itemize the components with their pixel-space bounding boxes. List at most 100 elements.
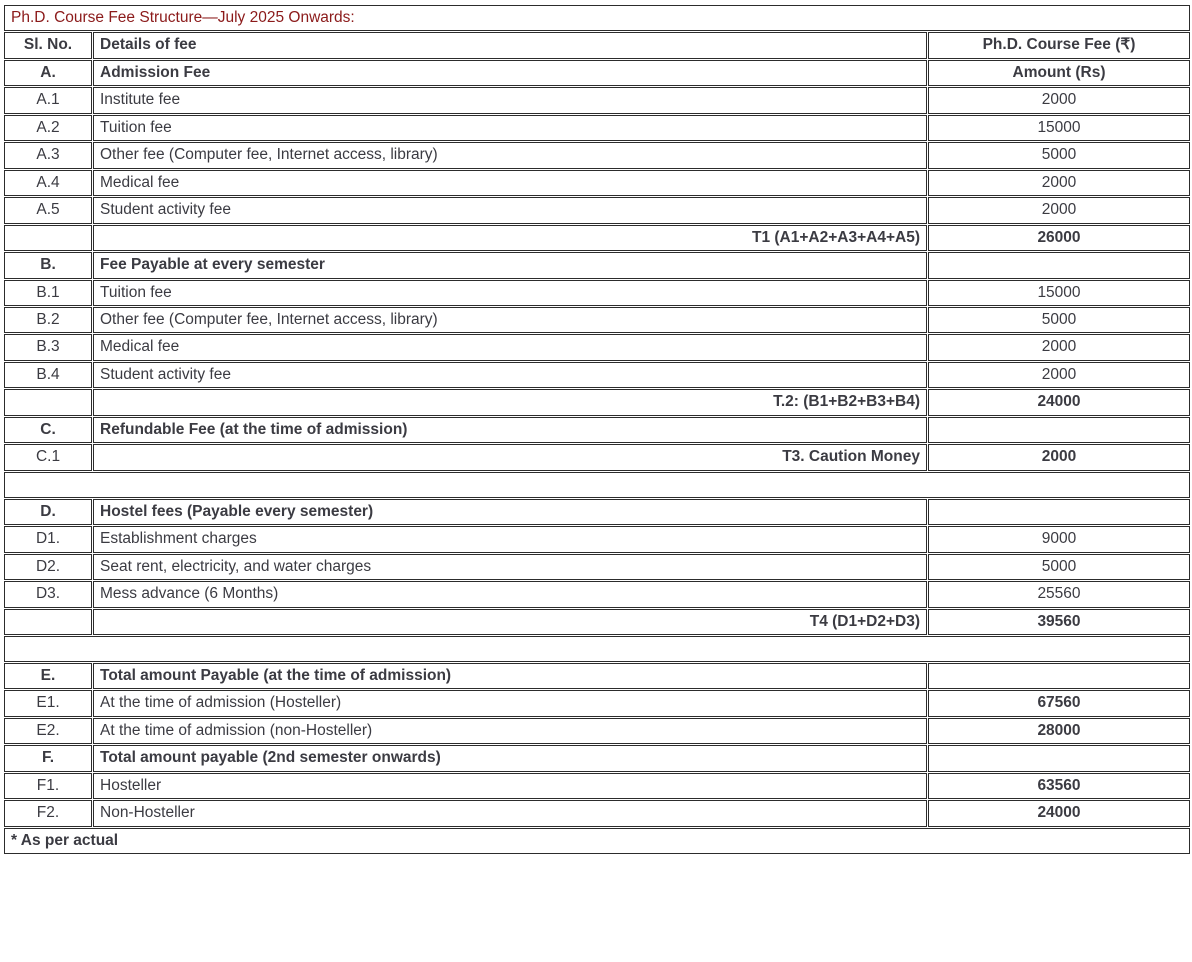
row-details: Medical fee bbox=[93, 334, 927, 361]
row-sl-no: A.5 bbox=[4, 197, 92, 224]
row-details: T4 (D1+D2+D3) bbox=[93, 608, 927, 635]
row-sl-no: D. bbox=[4, 498, 92, 526]
row-details: Non-Hosteller bbox=[93, 800, 927, 827]
row-amount: 24000 bbox=[928, 389, 1190, 416]
table-row: F. Total amount payable (2nd semester onw… bbox=[4, 745, 1190, 772]
row-amount: 2000 bbox=[928, 87, 1190, 114]
row-amount: 2000 bbox=[928, 197, 1190, 224]
table-row: T.2: (B1+B2+B3+B4) 24000 bbox=[4, 389, 1190, 416]
row-details: Other fee (Computer fee, Internet access… bbox=[93, 306, 927, 334]
row-details: Total amount payable (2nd semester onwar… bbox=[93, 745, 927, 772]
row-sl-no bbox=[4, 224, 92, 252]
row-details: Hosteller bbox=[93, 772, 927, 800]
row-amount bbox=[928, 662, 1190, 690]
table-row: D2. Seat rent, electricity, and water cha… bbox=[4, 553, 1190, 581]
table-row: F2. Non-Hosteller 24000 bbox=[4, 800, 1190, 827]
row-amount: 2000 bbox=[928, 361, 1190, 389]
row-sl-no: B.3 bbox=[4, 334, 92, 361]
row-sl-no: D3. bbox=[4, 581, 92, 608]
table-row: A.3 Other fee (Computer fee, Internet acc… bbox=[4, 142, 1190, 169]
table-row: E. Total amount Payable (at the time of a… bbox=[4, 662, 1190, 690]
row-sl-no: A.1 bbox=[4, 87, 92, 114]
table-row: D. Hostel fees (Payable every semester) bbox=[4, 498, 1190, 526]
subheader-sl-no: A. bbox=[4, 59, 92, 87]
row-details: Medical fee bbox=[93, 169, 927, 197]
row-sl-no: F. bbox=[4, 745, 92, 772]
row-details: Student activity fee bbox=[93, 197, 927, 224]
table-row: D1. Establishment charges 9000 bbox=[4, 526, 1190, 553]
spacer-cell bbox=[4, 635, 1190, 662]
row-sl-no: B.4 bbox=[4, 361, 92, 389]
table-row: E1. At the time of admission (Hosteller) 6… bbox=[4, 690, 1190, 717]
row-details: Tuition fee bbox=[93, 279, 927, 306]
row-details: Student activity fee bbox=[93, 361, 927, 389]
row-sl-no: B.1 bbox=[4, 279, 92, 306]
table-row: B.2 Other fee (Computer fee, Internet acc… bbox=[4, 306, 1190, 334]
row-sl-no: B.2 bbox=[4, 306, 92, 334]
row-amount bbox=[928, 745, 1190, 772]
page-title: Ph.D. Course Fee Structure—July 2025 Onw… bbox=[4, 5, 1190, 32]
row-amount: 24000 bbox=[928, 800, 1190, 827]
row-details: At the time of admission (non-Hosteller) bbox=[93, 717, 927, 745]
row-amount: 9000 bbox=[928, 526, 1190, 553]
footer-row: * As per actual bbox=[4, 827, 1190, 855]
row-sl-no: D1. bbox=[4, 526, 92, 553]
subheader-amount: Amount (Rs) bbox=[928, 59, 1190, 87]
fee-rows-body: A.1 Institute fee 2000 A.2 Tuition fee 15000 A… bbox=[4, 87, 1190, 827]
row-details: T3. Caution Money bbox=[93, 444, 927, 471]
row-details: Total amount Payable (at the time of adm… bbox=[93, 662, 927, 690]
row-amount: 67560 bbox=[928, 690, 1190, 717]
table-row: B. Fee Payable at every semester bbox=[4, 252, 1190, 279]
row-sl-no bbox=[4, 389, 92, 416]
row-sl-no: D2. bbox=[4, 553, 92, 581]
row-amount bbox=[928, 498, 1190, 526]
footer-body: * As per actual bbox=[4, 827, 1190, 855]
row-sl-no: B. bbox=[4, 252, 92, 279]
row-details: Mess advance (6 Months) bbox=[93, 581, 927, 608]
table-row: F1. Hosteller 63560 bbox=[4, 772, 1190, 800]
row-amount: 5000 bbox=[928, 306, 1190, 334]
table-row: B.3 Medical fee 2000 bbox=[4, 334, 1190, 361]
table-row: D3. Mess advance (6 Months) 25560 bbox=[4, 581, 1190, 608]
row-details: Other fee (Computer fee, Internet access… bbox=[93, 142, 927, 169]
title-row: Ph.D. Course Fee Structure—July 2025 Onw… bbox=[4, 5, 1190, 32]
row-sl-no: F2. bbox=[4, 800, 92, 827]
table-row: E2. At the time of admission (non-Hostell… bbox=[4, 717, 1190, 745]
row-amount: 2000 bbox=[928, 444, 1190, 471]
table-header-row: Sl. No. Details of fee Ph.D. Course Fee … bbox=[4, 32, 1190, 59]
row-details: Refundable Fee (at the time of admission… bbox=[93, 416, 927, 444]
spacer-cell bbox=[4, 471, 1190, 498]
fee-structure-sheet: Ph.D. Course Fee Structure—July 2025 Onw… bbox=[0, 4, 1192, 962]
spacer-row bbox=[4, 635, 1190, 662]
footnote: * As per actual bbox=[4, 827, 1190, 855]
table-row: B.4 Student activity fee 2000 bbox=[4, 361, 1190, 389]
row-amount: 25560 bbox=[928, 581, 1190, 608]
row-amount bbox=[928, 416, 1190, 444]
row-sl-no: A.4 bbox=[4, 169, 92, 197]
row-amount: 26000 bbox=[928, 224, 1190, 252]
table-row: A.5 Student activity fee 2000 bbox=[4, 197, 1190, 224]
spacer-row bbox=[4, 471, 1190, 498]
table-body: Ph.D. Course Fee Structure—July 2025 Onw… bbox=[4, 5, 1190, 87]
row-amount: 2000 bbox=[928, 169, 1190, 197]
row-details: At the time of admission (Hosteller) bbox=[93, 690, 927, 717]
row-amount: 15000 bbox=[928, 279, 1190, 306]
header-sl-no: Sl. No. bbox=[4, 32, 92, 59]
row-sl-no: C. bbox=[4, 416, 92, 444]
row-amount bbox=[928, 252, 1190, 279]
row-amount: 2000 bbox=[928, 334, 1190, 361]
row-sl-no bbox=[4, 608, 92, 635]
row-details: Tuition fee bbox=[93, 114, 927, 142]
row-sl-no: A.2 bbox=[4, 114, 92, 142]
row-details: Hostel fees (Payable every semester) bbox=[93, 498, 927, 526]
table-row: B.1 Tuition fee 15000 bbox=[4, 279, 1190, 306]
table-row: A.4 Medical fee 2000 bbox=[4, 169, 1190, 197]
row-amount: 5000 bbox=[928, 142, 1190, 169]
table-row: A.1 Institute fee 2000 bbox=[4, 87, 1190, 114]
table-row: T4 (D1+D2+D3) 39560 bbox=[4, 608, 1190, 635]
table-subheader-row: A. Admission Fee Amount (Rs) bbox=[4, 59, 1190, 87]
table-row: A.2 Tuition fee 15000 bbox=[4, 114, 1190, 142]
subheader-details: Admission Fee bbox=[93, 59, 927, 87]
row-details: Seat rent, electricity, and water charge… bbox=[93, 553, 927, 581]
row-amount: 28000 bbox=[928, 717, 1190, 745]
